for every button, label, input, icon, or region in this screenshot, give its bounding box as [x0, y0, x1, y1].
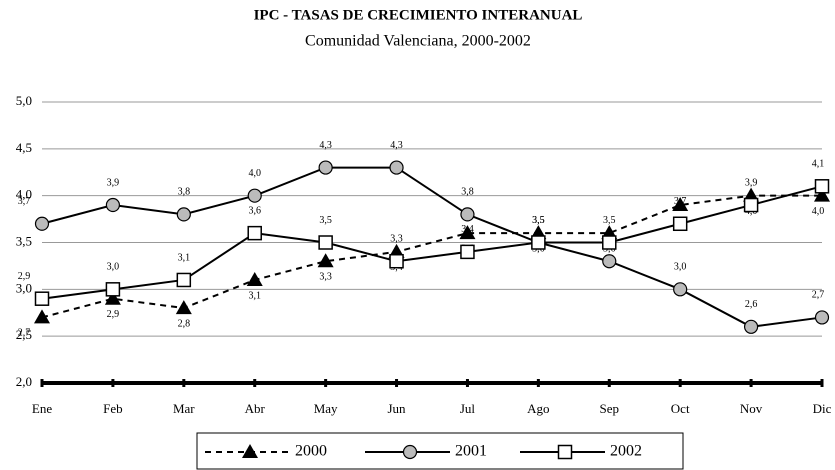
legend-label: 2001 [455, 443, 487, 460]
series-line [41, 194, 822, 319]
value-label: 3,1 [248, 290, 261, 301]
value-label: 3,7 [674, 196, 687, 207]
legend-label: 2002 [610, 443, 642, 460]
value-label: 3,6 [248, 205, 261, 216]
marker [317, 253, 334, 268]
marker [247, 188, 262, 203]
marker [104, 290, 121, 305]
marker [247, 225, 262, 241]
value-label: 2,9 [18, 271, 31, 282]
marker [602, 235, 617, 250]
marker [389, 160, 404, 175]
legend-marker [402, 444, 418, 460]
marker [34, 291, 50, 306]
x-tick-label: Oct [671, 401, 690, 416]
marker [602, 254, 617, 269]
marker [459, 225, 476, 240]
marker [814, 187, 830, 202]
value-label: 2,7 [18, 328, 31, 339]
x-tick-label: Sep [600, 401, 620, 416]
value-label: 3,1 [178, 252, 191, 263]
y-tick-label: 5,0 [16, 93, 32, 108]
value-label: 3,3 [390, 234, 403, 245]
legend-marker [242, 444, 258, 458]
y-tick-label: 2,5 [16, 327, 32, 342]
marker [814, 179, 830, 194]
value-label: 3,5 [319, 215, 332, 226]
marker [389, 253, 404, 269]
marker [175, 300, 192, 315]
value-label: 4,0 [248, 168, 261, 179]
value-label: 3,0 [674, 262, 687, 273]
legend-marker [557, 444, 573, 460]
x-tick-label: Jun [388, 401, 407, 416]
x-tick-label: Mar [173, 401, 195, 416]
marker [176, 207, 191, 222]
series-line [41, 166, 823, 328]
value-label: 4,3 [319, 140, 332, 151]
x-tick-label: Feb [103, 401, 123, 416]
y-tick-label: 2,0 [16, 374, 32, 389]
value-label: 3,9 [107, 177, 120, 188]
y-tick-label: 3,0 [16, 280, 32, 295]
value-label: 3,8 [461, 187, 474, 198]
marker [460, 207, 475, 222]
marker [743, 197, 759, 213]
value-label: 3,4 [461, 224, 474, 235]
value-label: 4,0 [812, 206, 825, 217]
x-tick-label: Dic [813, 401, 832, 416]
marker [34, 216, 50, 231]
value-label: 3,5 [532, 215, 545, 226]
marker [318, 235, 333, 250]
chart-title: IPC - TASAS DE CRECIMIENTO INTERANUAL [254, 7, 583, 23]
y-tick-label: 3,5 [16, 233, 32, 248]
x-tick-label: Ago [527, 401, 549, 416]
marker [246, 271, 263, 286]
value-label: 3,8 [178, 187, 191, 198]
value-label: 3,9 [745, 177, 758, 188]
value-label: 3,7 [18, 196, 31, 207]
value-label: 2,8 [178, 318, 191, 329]
marker [814, 310, 830, 325]
x-tick-label: Nov [740, 401, 763, 416]
marker [176, 272, 192, 288]
legend-label: 2000 [295, 443, 327, 460]
x-tick-label: Ene [32, 401, 52, 416]
value-label: 3,5 [532, 215, 545, 226]
value-label: 2,9 [107, 309, 120, 320]
marker [743, 319, 759, 334]
y-tick-label: 4,5 [16, 140, 32, 155]
chart-subtitle: Comunidad Valenciana, 2000-2002 [305, 33, 531, 50]
value-label: 3,0 [107, 262, 120, 273]
marker [105, 197, 121, 213]
value-label: 3,5 [603, 215, 616, 226]
value-label: 4,1 [812, 159, 825, 170]
marker [672, 197, 689, 212]
marker [105, 282, 121, 297]
marker [672, 216, 688, 232]
value-label: 2,7 [812, 290, 825, 301]
marker [531, 235, 546, 250]
y-tick-label: 4,0 [16, 187, 32, 202]
marker [318, 160, 333, 175]
value-label: 3,3 [319, 272, 332, 283]
marker [460, 244, 475, 260]
series-line [41, 185, 823, 300]
marker [34, 309, 50, 324]
x-tick-label: Abr [245, 401, 266, 416]
value-label: 2,6 [745, 299, 758, 310]
marker [673, 282, 688, 297]
x-tick-label: May [314, 401, 338, 416]
x-tick-label: Jul [460, 401, 476, 416]
value-label: 4,3 [390, 140, 403, 151]
